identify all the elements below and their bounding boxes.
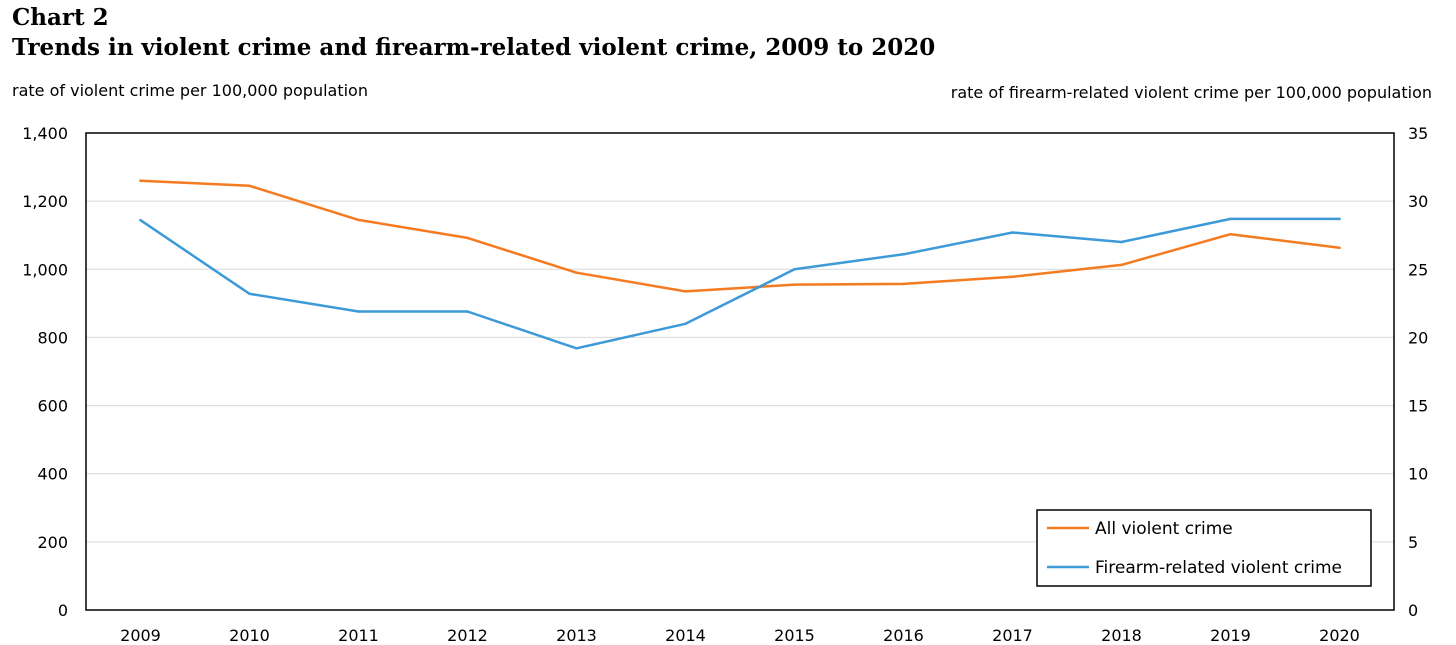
- left-tick-label: 600: [37, 397, 68, 416]
- data-point-all-violent-crime: [1120, 263, 1123, 267]
- left-tick-label: 200: [37, 533, 68, 552]
- legend-box: [1036, 509, 1372, 587]
- data-point-firearm-related-violent-crime: [466, 310, 469, 313]
- right-tick-label: 15: [1408, 397, 1428, 416]
- left-y-axis: 0 200 400 600 800 1,000 1,200 1,400: [22, 124, 68, 620]
- left-axis-label: rate of violent crime per 100,000 popula…: [12, 81, 368, 100]
- right-tick-label: 0: [1408, 601, 1418, 620]
- x-tick-label: 2020: [1319, 626, 1360, 645]
- left-tick-label: 1,200: [22, 192, 68, 211]
- x-tick-label: 2009: [120, 626, 161, 645]
- data-point-firearm-related-violent-crime: [1011, 231, 1014, 234]
- data-point-firearm-related-violent-crime: [793, 268, 796, 271]
- right-tick-label: 25: [1408, 260, 1428, 279]
- data-point-firearm-related-violent-crime: [902, 253, 905, 256]
- data-point-all-violent-crime: [466, 236, 469, 240]
- right-y-axis: 0 5 10 15 20 25 30 35: [1408, 124, 1428, 620]
- legend: All violent crime Firearm-related violen…: [1036, 509, 1372, 587]
- x-axis: 2009 2010 2011 2012 2013 2014 2015 2016 2017 2018…: [120, 626, 1360, 645]
- data-point-all-violent-crime: [575, 271, 578, 275]
- x-tick-label: 2013: [556, 626, 597, 645]
- grid-layer: [86, 200, 1394, 543]
- data-point-all-violent-crime: [357, 218, 360, 222]
- left-tick-label: 0: [58, 601, 68, 620]
- x-tick-label: 2010: [229, 626, 270, 645]
- series-line-all-violent-crime: [140, 179, 1340, 293]
- right-tick-label: 10: [1408, 465, 1428, 484]
- data-point-firearm-related-violent-crime: [684, 322, 687, 326]
- x-tick-label: 2019: [1210, 626, 1251, 645]
- right-axis-label: rate of firearm-related violent crime pe…: [950, 83, 1432, 102]
- x-tick-label: 2018: [1101, 626, 1142, 645]
- left-tick-label: 1,000: [22, 260, 68, 279]
- legend-label-all-violent-crime: All violent crime: [1095, 519, 1233, 539]
- data-point-firearm-related-violent-crime: [575, 347, 578, 350]
- data-point-all-violent-crime: [902, 282, 905, 286]
- x-tick-label: 2015: [774, 626, 815, 645]
- left-tick-label: 800: [37, 328, 68, 347]
- data-point-all-violent-crime: [793, 283, 796, 286]
- legend-label-firearm-related-violent-crime: Firearm-related violent crime: [1095, 558, 1342, 578]
- chart-title: Trends in violent crime and firearm-rela…: [12, 34, 936, 61]
- data-point-firearm-related-violent-crime: [1229, 217, 1232, 221]
- data-point-all-violent-crime: [1338, 246, 1341, 250]
- data-point-all-violent-crime: [1229, 232, 1232, 236]
- right-tick-label: 5: [1408, 533, 1418, 552]
- x-tick-label: 2014: [665, 626, 706, 645]
- data-point-firearm-related-violent-crime: [139, 218, 142, 222]
- data-point-all-violent-crime: [248, 184, 251, 188]
- x-tick-label: 2011: [338, 626, 379, 645]
- right-tick-label: 35: [1408, 124, 1428, 143]
- left-tick-label: 400: [37, 465, 68, 484]
- series-line-firearm-related-violent-crime: [139, 217, 1340, 350]
- x-tick-label: 2012: [447, 626, 488, 645]
- data-point-firearm-related-violent-crime: [248, 292, 251, 296]
- data-point-firearm-related-violent-crime: [1338, 217, 1341, 221]
- data-point-all-violent-crime: [684, 290, 687, 293]
- chart-number: Chart 2: [12, 4, 109, 31]
- right-tick-label: 20: [1408, 328, 1428, 347]
- data-point-firearm-related-violent-crime: [357, 310, 360, 313]
- data-point-all-violent-crime: [1011, 275, 1014, 279]
- plot-frame: [85, 132, 1395, 611]
- left-tick-label: 1,400: [22, 124, 68, 143]
- x-tick-label: 2017: [992, 626, 1033, 645]
- series-layer: [139, 179, 1341, 350]
- right-tick-label: 30: [1408, 192, 1428, 211]
- x-tick-label: 2016: [883, 626, 924, 645]
- data-point-all-violent-crime: [139, 179, 142, 182]
- data-point-firearm-related-violent-crime: [1120, 240, 1123, 244]
